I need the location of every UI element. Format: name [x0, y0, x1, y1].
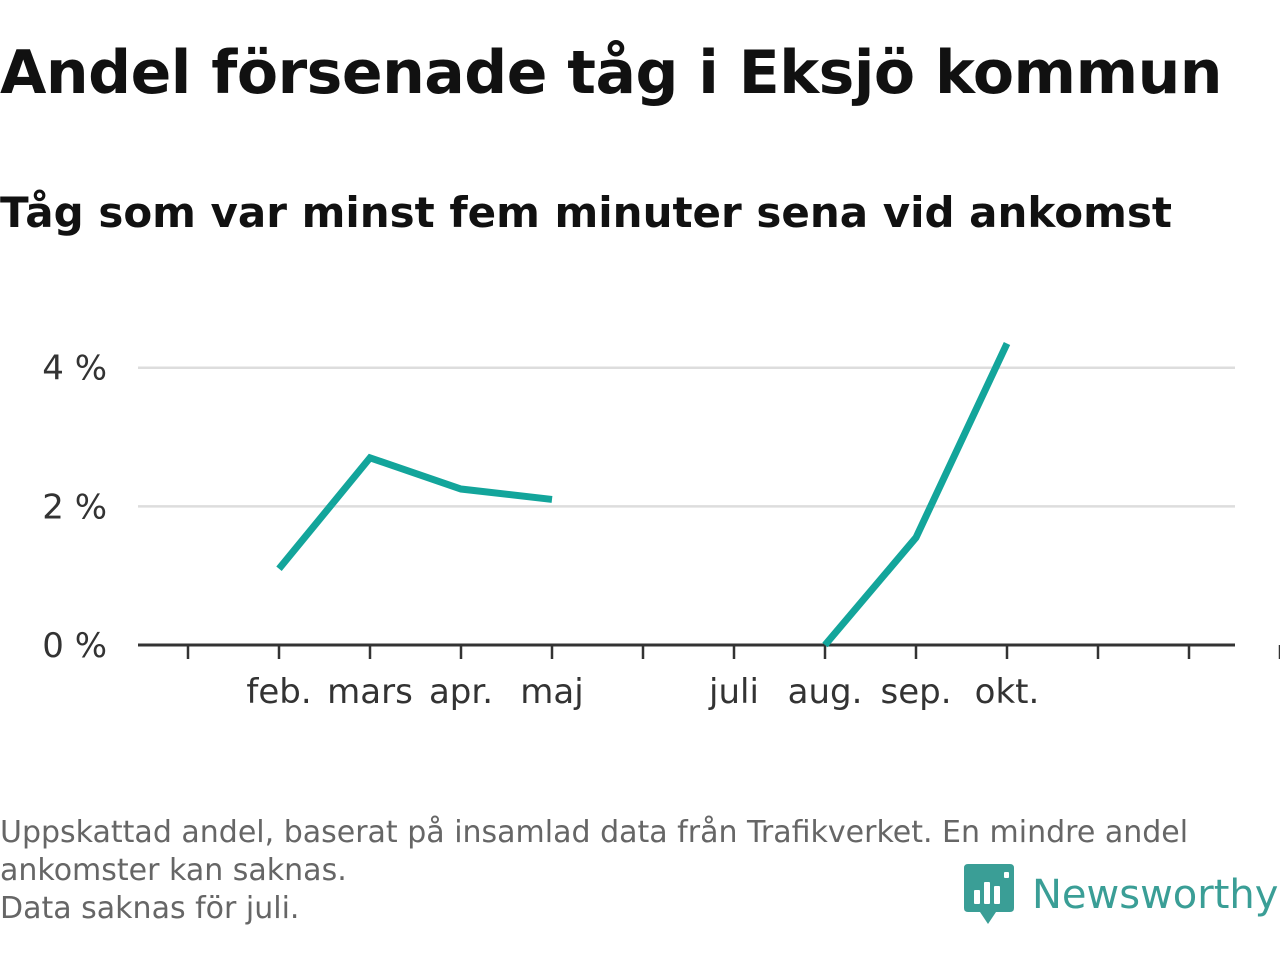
- y-axis-ticks: 0 % 2 % 4 %: [42, 349, 107, 666]
- brand: Newsworthy: [964, 864, 1278, 926]
- y-tick-label: 4 %: [42, 349, 107, 389]
- gridlines: [138, 366, 1235, 508]
- series-line: [822, 341, 1011, 648]
- x-tick-label: maj: [520, 672, 583, 712]
- line-chart: 0 % 2 % 4 % feb. mars apr. maj juli aug. sep. okt…: [42, 341, 1280, 712]
- footnote: Uppskattad andel, baserat på insamlad da…: [0, 814, 1270, 928]
- footnote-line-2: ankomster kan saknas.: [0, 853, 347, 888]
- newsworthy-logo-icon: [964, 864, 1014, 924]
- brand-name: Newsworthy: [1032, 872, 1279, 918]
- x-tick-label: aug.: [788, 672, 863, 712]
- x-tick-label: juli: [708, 672, 759, 712]
- footnote-line-3: Data saknas för juli.: [0, 891, 300, 926]
- series-line: [276, 453, 553, 571]
- chart-title: Andel försenade tåg i Eksjö kommun: [0, 38, 1223, 108]
- chart-subtitle: Tåg som var minst fem minuter sena vid a…: [0, 188, 1172, 237]
- y-tick-label: 2 %: [42, 487, 107, 527]
- x-tick-label: apr.: [429, 672, 493, 712]
- x-tick-label: mars: [327, 672, 413, 712]
- y-tick-label: 0 %: [42, 626, 107, 666]
- footnote-line-1: Uppskattad andel, baserat på insamlad da…: [0, 815, 1189, 850]
- series-group: [276, 341, 1011, 648]
- x-tick-label: sep.: [880, 672, 951, 712]
- x-axis: feb. mars apr. maj juli aug. sep. okt.: [138, 643, 1280, 712]
- x-tick-label: okt.: [975, 672, 1040, 712]
- x-tick-label: feb.: [246, 672, 311, 712]
